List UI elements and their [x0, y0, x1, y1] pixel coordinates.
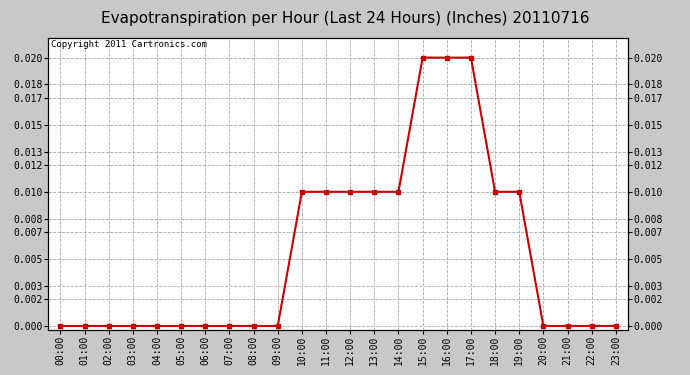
Text: Copyright 2011 Cartronics.com: Copyright 2011 Cartronics.com: [51, 40, 207, 50]
Text: Evapotranspiration per Hour (Last 24 Hours) (Inches) 20110716: Evapotranspiration per Hour (Last 24 Hou…: [101, 11, 589, 26]
